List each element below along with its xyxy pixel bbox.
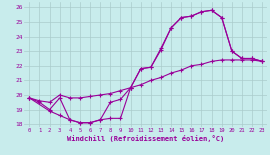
X-axis label: Windchill (Refroidissement éolien,°C): Windchill (Refroidissement éolien,°C) xyxy=(67,135,224,142)
